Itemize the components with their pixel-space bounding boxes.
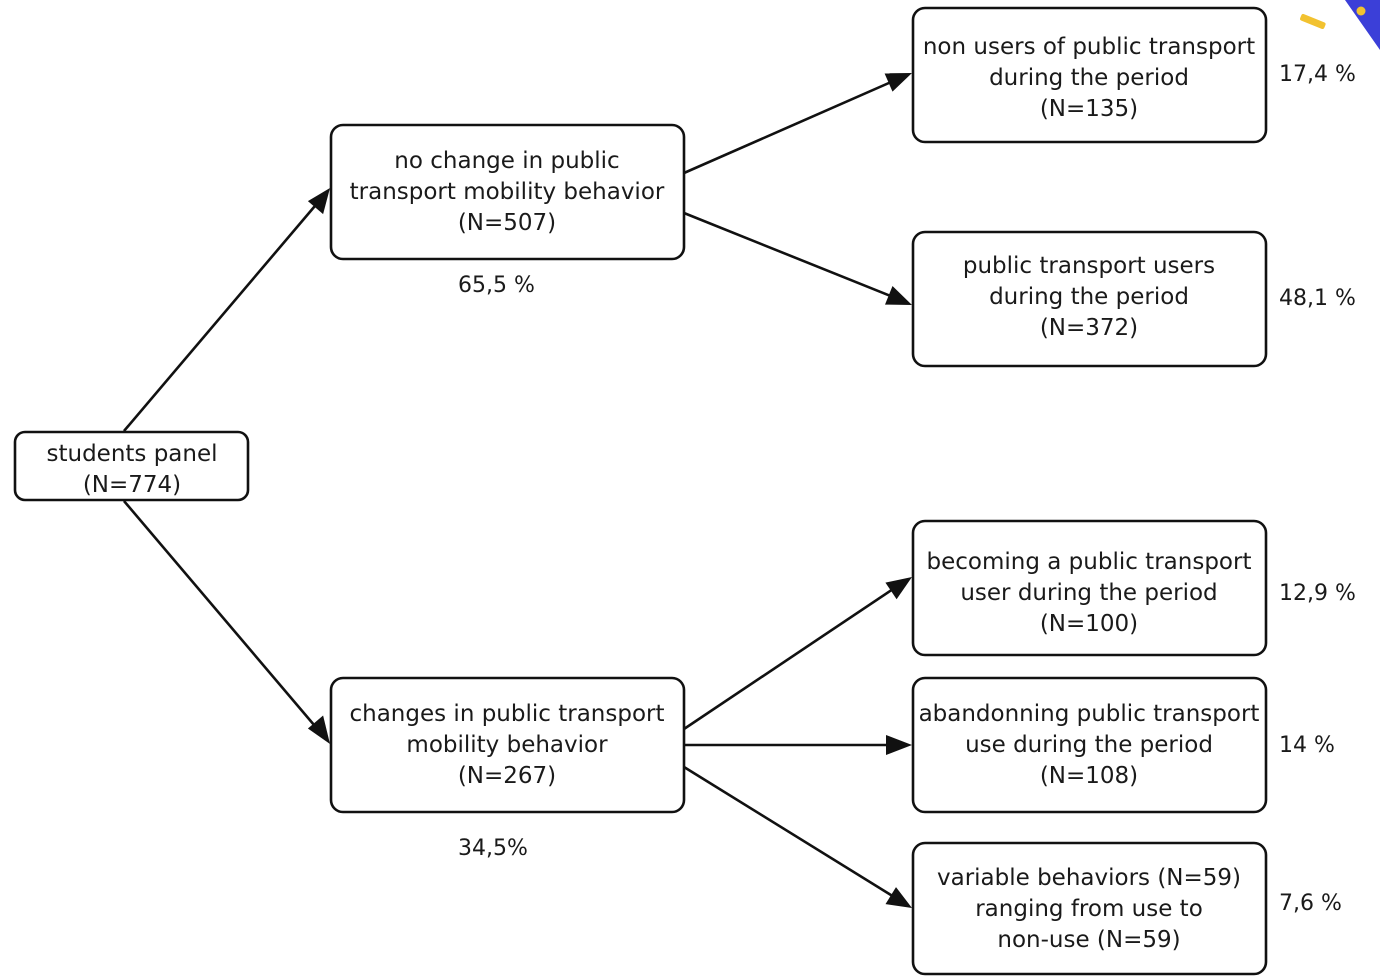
edge-no-change-to-non-users (683, 73, 912, 175)
edge-changes-to-variable (683, 765, 912, 908)
node-changes-line-3: (N=267) (458, 763, 556, 789)
node-users-line-2: during the period (989, 284, 1189, 310)
edge-root-to-changes (123, 500, 330, 744)
node-changes: changes in public transport mobility beh… (329, 676, 686, 814)
node-non-users-line-3: (N=135) (1040, 96, 1138, 122)
percentage-labels: 65,5 % 34,5% 17,4 % 48,1 % 12,9 % 14 % 7… (458, 62, 1356, 916)
corner-decoration (1300, 0, 1380, 50)
node-root-line-2: (N=774) (83, 472, 181, 498)
node-no-change-line-3: (N=507) (458, 210, 556, 236)
node-becoming: becoming a public transport user during … (911, 519, 1268, 657)
node-non-users-box (911, 6, 1268, 144)
node-variable-line-1: variable behaviors (N=59) (937, 865, 1241, 891)
node-changes-box (329, 676, 686, 814)
pct-non-users: 17,4 % (1279, 62, 1356, 87)
node-becoming-line-1: becoming a public transport (927, 549, 1252, 575)
node-no-change-box (329, 123, 686, 261)
edge-root-to-no-change (123, 188, 330, 432)
corner-dash-shape (1300, 13, 1326, 29)
node-changes-line-1: changes in public transport (349, 701, 664, 727)
edge-no-change-to-users (683, 211, 912, 305)
node-no-change-line-2: transport mobility behavior (350, 179, 665, 205)
node-abandonning-line-3: (N=108) (1040, 763, 1138, 789)
node-becoming-line-2: user during the period (960, 580, 1217, 606)
pct-users: 48,1 % (1279, 286, 1356, 311)
edge-changes-to-abandonning (684, 735, 912, 755)
node-root-box (13, 430, 250, 502)
node-becoming-line-3: (N=100) (1040, 611, 1138, 637)
node-changes-line-2: mobility behavior (406, 732, 608, 758)
node-variable-line-3: non-use (N=59) (997, 927, 1180, 953)
node-root-line-1: students panel (46, 441, 217, 467)
node-variable-line-2: ranging from use to (975, 896, 1203, 922)
node-non-users-line-2: during the period (989, 65, 1189, 91)
pct-abandonning: 14 % (1279, 733, 1335, 758)
node-root: students panel (N=774) (13, 430, 250, 502)
corner-dot-shape (1356, 6, 1366, 16)
corner-triangle-shape (1345, 0, 1380, 50)
pct-variable: 7,6 % (1279, 891, 1342, 916)
node-abandonning-line-2: use during the period (965, 732, 1213, 758)
node-users: public transport users during the period… (911, 230, 1268, 368)
edges (123, 73, 912, 908)
pct-becoming: 12,9 % (1279, 581, 1356, 606)
node-non-users-line-1: non users of public transport (923, 34, 1255, 60)
node-users-line-3: (N=372) (1040, 315, 1138, 341)
node-users-box (911, 230, 1268, 368)
node-non-users: non users of public transport during the… (911, 6, 1268, 144)
node-becoming-box (911, 519, 1268, 657)
node-users-line-1: public transport users (963, 253, 1215, 279)
node-variable: variable behaviors (N=59) ranging from u… (911, 841, 1268, 976)
edge-changes-to-becoming (683, 577, 912, 731)
node-abandonning-box (911, 676, 1268, 814)
node-no-change-line-1: no change in public (394, 148, 619, 174)
node-no-change: no change in public transport mobility b… (329, 123, 686, 261)
pct-changes: 34,5% (458, 836, 528, 861)
pct-no-change: 65,5 % (458, 273, 535, 298)
node-abandonning: abandonning public transport use during … (911, 676, 1268, 814)
node-variable-box (911, 841, 1268, 976)
node-abandonning-line-1: abandonning public transport (919, 701, 1260, 727)
